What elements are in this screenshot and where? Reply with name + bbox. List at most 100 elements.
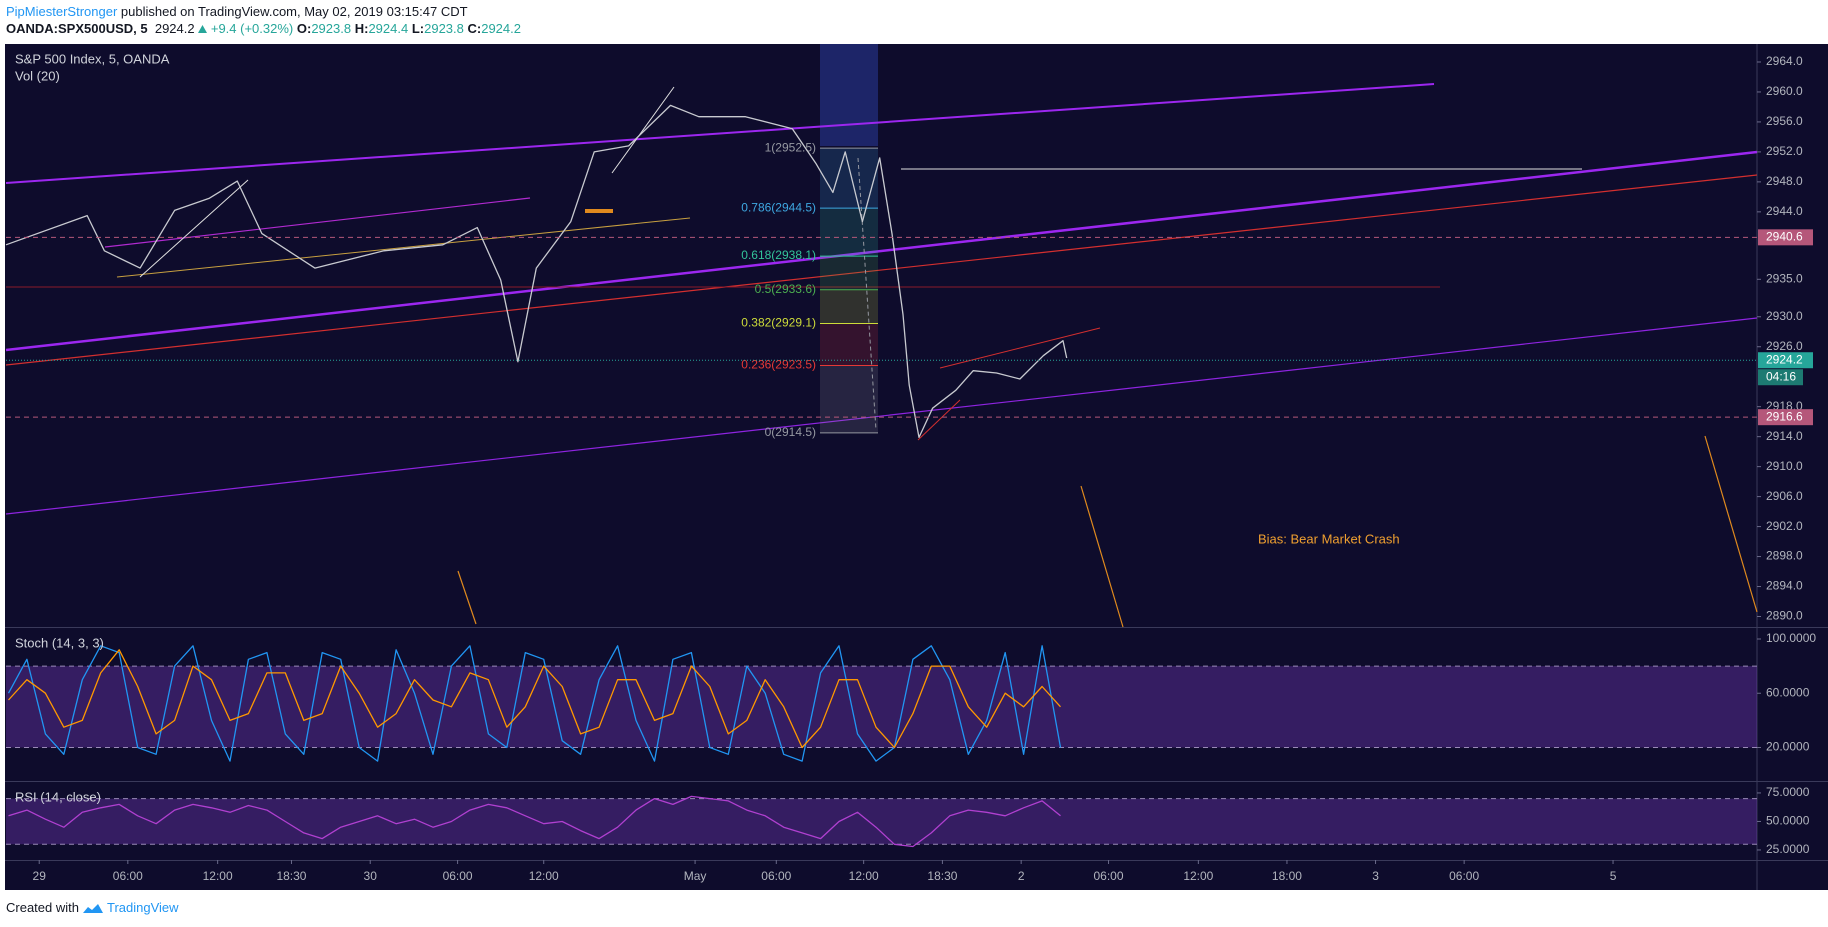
last-price: 2924.2: [154, 21, 195, 36]
fib-zone: [820, 323, 878, 366]
pane-title: S&P 500 Index, 5, OANDA: [15, 51, 170, 66]
fib-label: 0.5(2933.6): [755, 282, 816, 296]
x-tick-label: 06:00: [1449, 869, 1479, 883]
price-label-bg: [1758, 352, 1813, 369]
fib-zone: [820, 365, 878, 433]
ohlc-label: C:: [467, 21, 482, 36]
ohlc-label: H:: [354, 21, 369, 36]
fib-label: 0(2914.5): [765, 425, 816, 439]
y-tick-label: 100.0000: [1766, 631, 1816, 645]
y-tick-label: 2930.0: [1766, 309, 1803, 323]
fib-zone: [820, 208, 878, 257]
marker: [585, 209, 613, 213]
y-tick-label: 25.0000: [1766, 842, 1810, 856]
y-tick-label: 2906.0: [1766, 489, 1803, 503]
x-tick-label: 18:00: [1272, 869, 1302, 883]
trendline: [5, 150, 1758, 352]
footer-text: Created with: [6, 900, 79, 915]
band: [6, 666, 1757, 748]
y-tick-label: 2960.0: [1766, 84, 1803, 98]
ohlc-label: O:: [296, 21, 312, 36]
x-tick-label: 12:00: [849, 869, 879, 883]
x-tick-label: 18:30: [276, 869, 306, 883]
projection-line: [1080, 485, 1124, 628]
ohlc-value: 2924.4: [368, 21, 409, 36]
symbol: OANDA:SPX500USD, 5: [6, 21, 148, 36]
price-label-bg: [1758, 229, 1813, 246]
series-line: [7, 645, 1062, 762]
change: +9.4 (+0.32%): [210, 21, 294, 36]
published: published on TradingView.com, May 02, 20…: [120, 4, 468, 19]
fib-label: 0.618(2938.1): [741, 248, 816, 262]
header-line: PipMiesterStronger published on TradingV…: [6, 4, 468, 19]
y-tick-label: 2890.0: [1766, 609, 1803, 623]
x-tick-label: 12:00: [1183, 869, 1213, 883]
band: [6, 798, 1757, 845]
y-tick-label: 60.0000: [1766, 685, 1810, 699]
x-tick-label: 2: [1018, 869, 1025, 883]
up-arrow: [198, 25, 208, 33]
y-tick-label: 2910.0: [1766, 459, 1803, 473]
y-tick-label: 2944.0: [1766, 204, 1803, 218]
series-line: [8, 649, 1061, 749]
chart: 2964.02960.02956.02952.02948.02944.02935…: [5, 44, 1828, 890]
series-line: [8, 795, 1061, 848]
x-tick-label: 18:30: [927, 869, 957, 883]
trendline: [5, 174, 1758, 366]
fib-trend: [857, 157, 877, 431]
y-tick-label: 2894.0: [1766, 579, 1803, 593]
x-tick-label: May: [684, 869, 707, 883]
logo: [82, 903, 103, 913]
y-tick-label: 2926.0: [1766, 339, 1803, 353]
author[interactable]: PipMiesterStronger: [6, 4, 118, 19]
trendline: [611, 86, 675, 174]
drawings: [5, 83, 1758, 628]
x-tick-label: 06:00: [113, 869, 143, 883]
footer: Created with TradingView: [6, 900, 179, 915]
countdown-bg: [1758, 369, 1803, 386]
fib-label: 0.382(2929.1): [741, 316, 816, 330]
annotation: Bias: Bear Market Crash: [1258, 531, 1400, 546]
y-tick-label: 2956.0: [1766, 114, 1803, 128]
chart-bg: [5, 44, 1828, 890]
y-tick-label: 75.0000: [1766, 785, 1810, 799]
x-tick-label: 06:00: [761, 869, 791, 883]
y-tick-label: 20.0000: [1766, 740, 1810, 754]
ohlc-value: 2924.2: [481, 21, 521, 36]
x-tick-label: 29: [33, 869, 47, 883]
fib-label: 0.786(2944.5): [741, 200, 816, 214]
x-tick-label: 12:00: [203, 869, 233, 883]
x-tick-label: 5: [1610, 869, 1617, 883]
y-tick-label: 2914.0: [1766, 429, 1803, 443]
trendline: [139, 179, 249, 278]
highlight: [820, 44, 878, 146]
x-tick-label: 30: [364, 869, 378, 883]
series-line: [5, 104, 1068, 439]
x-tick-label: 06:00: [443, 869, 473, 883]
pane-title: Stoch (14, 3, 3): [15, 635, 104, 650]
trendline: [939, 327, 1101, 369]
fib-zone: [820, 148, 878, 209]
y-tick-label: 2948.0: [1766, 174, 1803, 188]
trendline: [5, 317, 1758, 515]
y-tick-label: 2898.0: [1766, 549, 1803, 563]
trendline: [917, 399, 961, 441]
trendline: [104, 197, 531, 248]
price-label-bg: [1758, 409, 1813, 426]
x-tick-label: 06:00: [1094, 869, 1124, 883]
fib-zone: [820, 289, 878, 324]
ohlc-label: L:: [411, 21, 425, 36]
y-tick-label: 2902.0: [1766, 519, 1803, 533]
projection-line: [1704, 435, 1758, 613]
trendline: [116, 217, 691, 278]
pane-subtitle: Vol (20): [15, 68, 60, 83]
pane-title: RSI (14, close): [15, 789, 101, 804]
x-tick-label: 3: [1372, 869, 1379, 883]
fib-label: 0.236(2923.5): [741, 358, 816, 372]
header-quote: OANDA:SPX500USD, 5 2924.2 +9.4 (+0.32%) …: [6, 21, 521, 36]
ohlc-value: 2923.8: [311, 21, 352, 36]
footer-brand[interactable]: TradingView: [106, 900, 179, 915]
y-tick-label: 2935.0: [1766, 271, 1803, 285]
projection-line: [457, 570, 477, 625]
